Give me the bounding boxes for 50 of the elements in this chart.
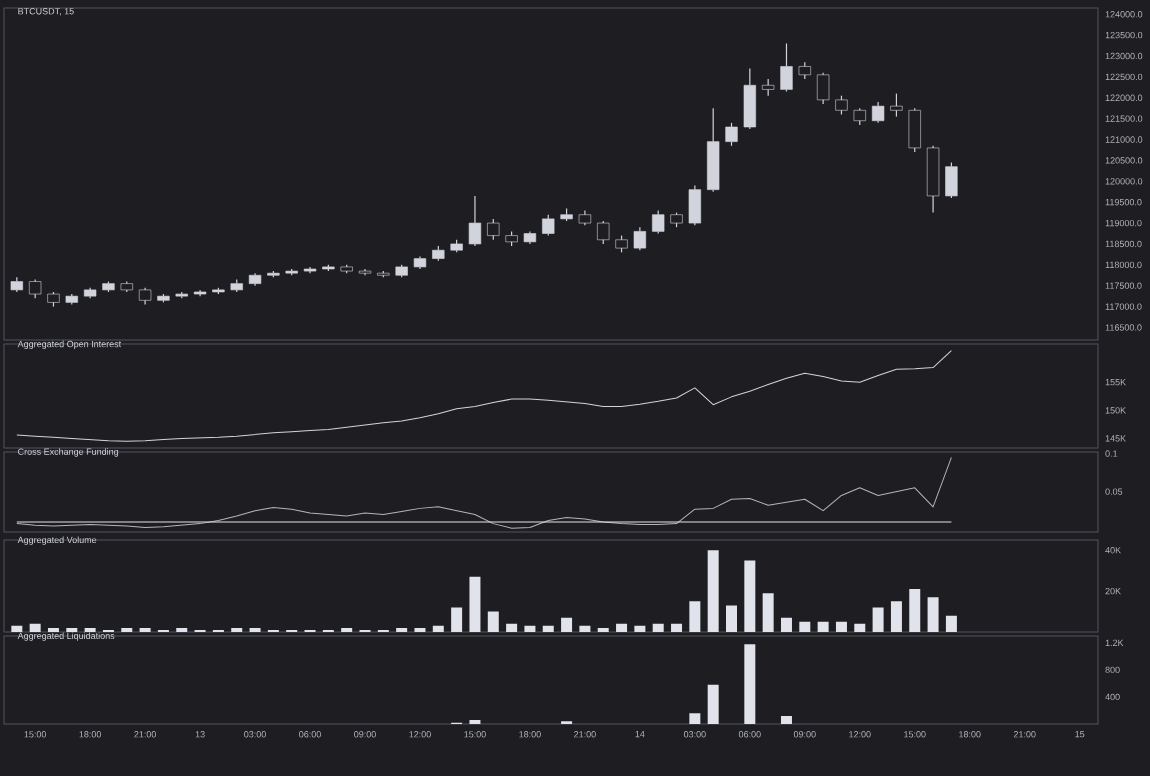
bar bbox=[890, 601, 902, 632]
bar bbox=[780, 617, 792, 632]
bar bbox=[689, 713, 701, 724]
candlestick bbox=[193, 289, 207, 297]
candlestick bbox=[303, 266, 317, 274]
candlestick bbox=[816, 72, 830, 105]
candlestick bbox=[413, 255, 427, 270]
candlestick bbox=[248, 272, 262, 287]
bar bbox=[817, 621, 829, 632]
bar bbox=[634, 625, 646, 632]
bar bbox=[744, 644, 756, 724]
candlestick bbox=[633, 226, 647, 251]
bar bbox=[780, 715, 792, 724]
bar bbox=[616, 623, 628, 632]
bar bbox=[707, 684, 719, 724]
bar bbox=[707, 550, 719, 632]
bar bbox=[854, 623, 866, 632]
candlestick bbox=[688, 184, 702, 226]
bar bbox=[451, 607, 463, 632]
bar bbox=[487, 611, 499, 632]
bar bbox=[579, 625, 591, 632]
bar bbox=[762, 593, 774, 632]
candlestick bbox=[138, 287, 152, 306]
bar bbox=[432, 625, 444, 632]
candlestick bbox=[523, 230, 537, 245]
bar bbox=[872, 607, 884, 632]
bar bbox=[542, 625, 554, 632]
candlestick bbox=[780, 42, 793, 93]
bar bbox=[506, 623, 518, 632]
bar bbox=[671, 623, 683, 632]
bar bbox=[909, 589, 921, 632]
candlestick bbox=[83, 287, 97, 299]
candlestick bbox=[468, 195, 482, 247]
bar bbox=[652, 623, 664, 632]
bar bbox=[29, 623, 41, 632]
bar bbox=[524, 625, 536, 632]
candlestick bbox=[871, 101, 885, 124]
bar bbox=[835, 621, 847, 632]
bar bbox=[561, 617, 573, 632]
candlestick bbox=[926, 145, 940, 214]
candlestick bbox=[358, 268, 372, 276]
bar bbox=[945, 615, 957, 632]
bar bbox=[744, 560, 756, 632]
bar bbox=[726, 605, 738, 632]
bar bbox=[11, 625, 23, 632]
bar bbox=[799, 621, 811, 632]
bar bbox=[689, 601, 701, 632]
candlestick bbox=[578, 209, 592, 226]
bar bbox=[927, 597, 939, 632]
bar bbox=[469, 576, 481, 632]
